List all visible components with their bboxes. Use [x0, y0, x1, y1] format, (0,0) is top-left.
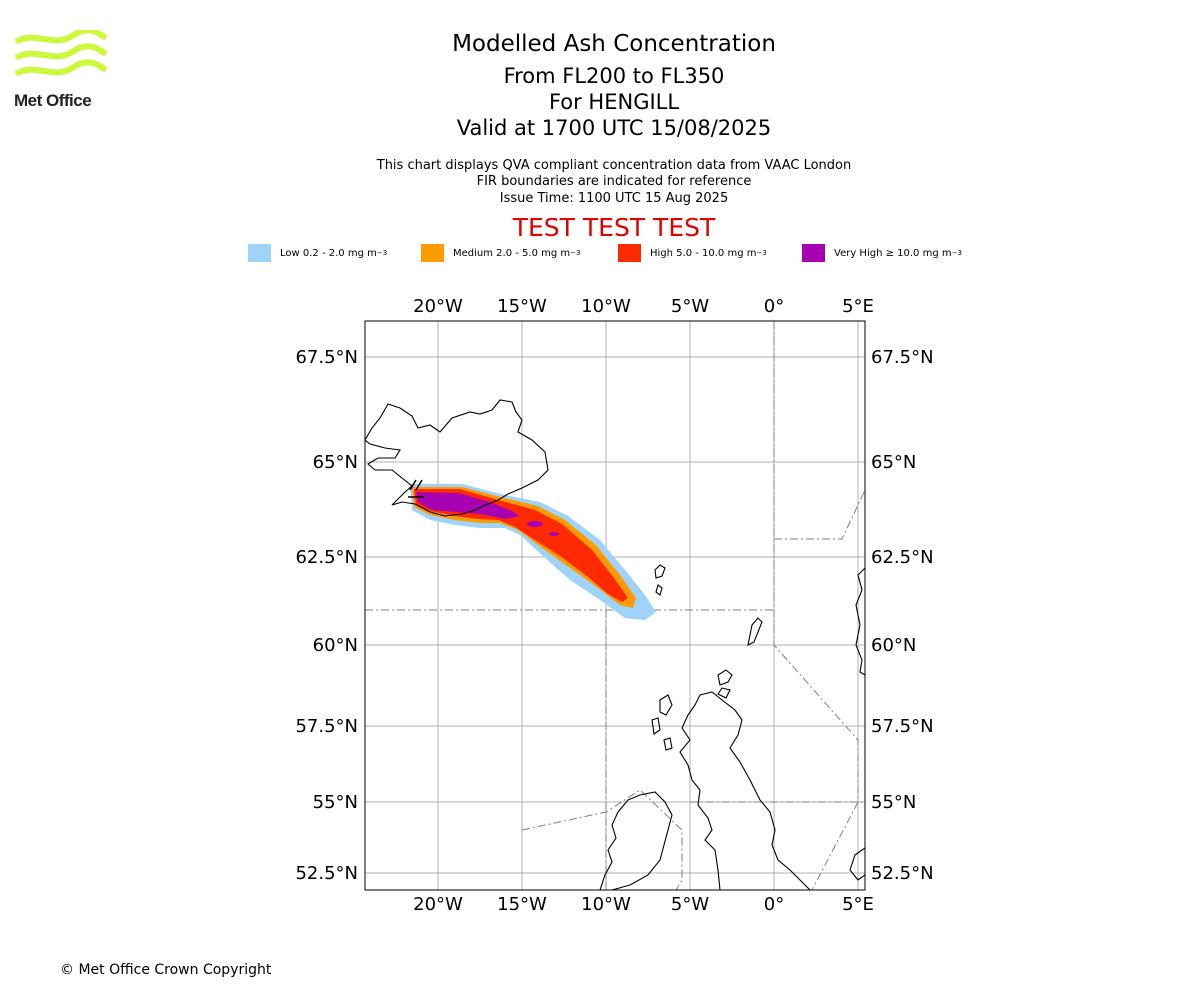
lon-label-bottom-5e: 5°E [842, 894, 874, 915]
lat-label-right-52-5n: 52.5°N [871, 863, 934, 884]
legend-item-very-high: Very High ≥ 10.0 mg m −3 [802, 244, 962, 262]
valid-time: Valid at 1700 UTC 15/08/2025 [456, 116, 772, 140]
faroe-islands [654, 564, 666, 596]
legend-label-very-high: Very High ≥ 10.0 mg m [834, 247, 952, 259]
lon-label-bottom-0: 0° [764, 894, 784, 915]
lon-label-top-5e: 5°E [842, 296, 874, 317]
concentration-legend: Low 0.2 - 2.0 mg m −3 Medium 2.0 - 5.0 mg… [0, 244, 1200, 264]
legend-unit-exp-very-high: −3 [951, 249, 962, 257]
volcano-name: For HENGILL [548, 90, 680, 114]
ash-high-region [414, 489, 628, 602]
norway-coastline [855, 567, 865, 676]
legend-item-low: Low 0.2 - 2.0 mg m −3 [248, 244, 387, 262]
lon-label-top-20w: 20°W [413, 296, 463, 317]
orkney-islands [717, 669, 733, 699]
qva-note: This chart displays QVA compliant concen… [376, 158, 852, 173]
test-banner: TEST TEST TEST [512, 213, 716, 242]
lat-label-left-57-5n: 57.5°N [295, 716, 358, 737]
denmark-coastline [849, 847, 865, 881]
ash-very-high-region-2 [527, 521, 543, 527]
lat-label-right-62-5n: 62.5°N [871, 547, 934, 568]
legend-label-medium: Medium 2.0 - 5.0 mg m [453, 247, 571, 259]
ash-very-high-region-main [416, 492, 520, 519]
ireland-coastline [599, 791, 673, 890]
shetland-islands [747, 617, 763, 646]
legend-unit-exp-medium: −3 [570, 249, 581, 257]
lat-label-left-60n: 60°N [313, 635, 358, 656]
great-britain-coastline [679, 691, 811, 890]
flight-level-range: From FL200 to FL350 [503, 64, 725, 88]
lat-label-left-52-5n: 52.5°N [295, 863, 358, 884]
legend-item-high: High 5.0 - 10.0 mg m −3 [618, 244, 767, 262]
issue-time: Issue Time: 1100 UTC 15 Aug 2025 [499, 191, 729, 206]
fir-note: FIR boundaries are indicated for referen… [476, 174, 752, 189]
logo-text: Met Office [14, 91, 92, 110]
lon-label-top-0: 0° [764, 296, 784, 317]
chart-title: Modelled Ash Concentration [452, 31, 776, 57]
lon-label-bottom-5w: 5°W [671, 894, 709, 915]
legend-item-medium: Medium 2.0 - 5.0 mg m −3 [421, 244, 580, 262]
legend-swatch-very-high [802, 244, 825, 262]
legend-unit-exp-low: −3 [376, 249, 388, 257]
iceland-coastline [365, 399, 549, 517]
lat-label-left-65n: 65°N [313, 452, 358, 473]
lon-label-top-15w: 15°W [497, 296, 547, 317]
lon-label-top-5w: 5°W [671, 296, 709, 317]
lon-label-bottom-10w: 10°W [581, 894, 631, 915]
copyright-notice: © Met Office Crown Copyright [60, 962, 272, 978]
lat-label-right-60n: 60°N [871, 635, 916, 656]
legend-swatch-low [248, 244, 271, 262]
met-office-logo [14, 30, 108, 77]
lat-label-left-67-5n: 67.5°N [295, 347, 358, 368]
lat-label-left-55n: 55°N [313, 792, 358, 813]
lon-label-bottom-15w: 15°W [497, 894, 547, 915]
lat-label-right-55n: 55°N [871, 792, 916, 813]
legend-label-low: Low 0.2 - 2.0 mg m [280, 247, 377, 259]
lat-label-right-67-5n: 67.5°N [871, 347, 934, 368]
coastlines [365, 399, 865, 890]
lat-label-right-65n: 65°N [871, 452, 916, 473]
volcano-marker [408, 479, 424, 498]
legend-swatch-medium [421, 244, 444, 262]
fir-boundaries [365, 321, 865, 890]
hebrides [651, 694, 673, 751]
lon-label-top-10w: 10°W [581, 296, 631, 317]
ash-plume [410, 484, 656, 620]
ash-very-high-region-3 [549, 532, 559, 536]
map-frame [364, 320, 866, 891]
lat-label-right-57-5n: 57.5°N [871, 716, 934, 737]
legend-swatch-high [618, 244, 641, 262]
lon-label-bottom-20w: 20°W [413, 894, 463, 915]
legend-label-high: High 5.0 - 10.0 mg m [650, 247, 757, 259]
lat-label-left-62-5n: 62.5°N [295, 547, 358, 568]
legend-unit-exp-high: −3 [756, 249, 767, 257]
